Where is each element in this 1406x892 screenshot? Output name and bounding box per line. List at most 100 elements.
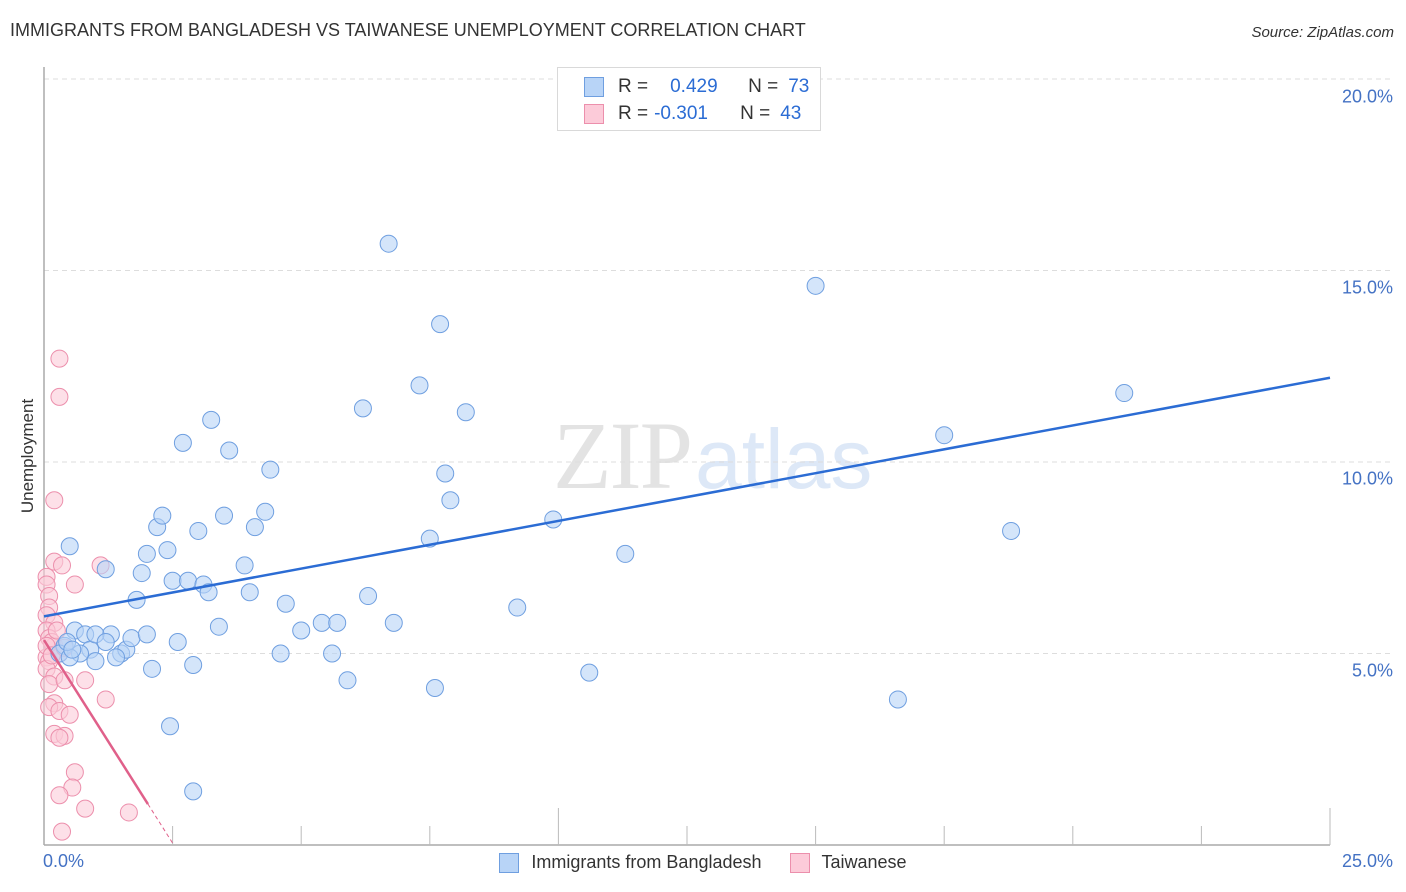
data-point-taiwanese[interactable]	[45, 491, 64, 510]
data-point-bangladesh[interactable]	[209, 617, 228, 636]
data-point-bangladesh[interactable]	[161, 717, 180, 736]
data-point-bangladesh[interactable]	[132, 564, 151, 583]
legend-swatch-blue	[499, 852, 520, 873]
data-point-bangladesh[interactable]	[220, 441, 239, 460]
data-point-bangladesh[interactable]	[179, 571, 198, 590]
data-point-bangladesh[interactable]	[436, 464, 455, 483]
source-credit: Source: ZipAtlas.com	[1251, 24, 1394, 41]
data-point-bangladesh[interactable]	[158, 541, 177, 560]
legend-row-taiwanese: R = -0.301 N = 43	[584, 102, 801, 126]
taiwanese-trend-extension	[147, 803, 174, 844]
data-point-taiwanese[interactable]	[47, 621, 66, 640]
data-point-bangladesh[interactable]	[153, 506, 172, 525]
y-tick-10: 10.0%	[1341, 468, 1393, 489]
legend-r-value: 0.429	[670, 76, 718, 97]
data-point-bangladesh[interactable]	[96, 633, 115, 652]
legend-label: Immigrants from Bangladesh	[531, 852, 762, 872]
data-point-taiwanese[interactable]	[96, 690, 115, 709]
data-point-taiwanese[interactable]	[60, 705, 79, 724]
data-point-bangladesh[interactable]	[292, 621, 311, 640]
data-point-bangladesh[interactable]	[163, 571, 182, 590]
y-tick-15: 15.0%	[1341, 277, 1393, 298]
data-point-bangladesh[interactable]	[384, 613, 403, 632]
legend-r-label: R =	[618, 76, 649, 97]
data-point-bangladesh[interactable]	[431, 315, 450, 334]
data-point-bangladesh[interactable]	[86, 652, 105, 671]
data-point-bangladesh[interactable]	[276, 594, 295, 613]
data-point-taiwanese[interactable]	[50, 786, 69, 805]
legend-n-value: 73	[788, 76, 810, 97]
data-point-taiwanese[interactable]	[40, 675, 59, 694]
data-point-bangladesh[interactable]	[215, 506, 234, 525]
data-point-taiwanese[interactable]	[50, 349, 69, 368]
data-point-bangladesh[interactable]	[888, 690, 907, 709]
bangladesh-points	[50, 234, 1134, 801]
data-point-bangladesh[interactable]	[323, 644, 342, 663]
legend-item-bangladesh[interactable]: Immigrants from Bangladesh	[499, 852, 762, 873]
data-point-bangladesh[interactable]	[184, 782, 203, 801]
data-point-bangladesh[interactable]	[261, 460, 280, 479]
data-point-bangladesh[interactable]	[338, 671, 357, 690]
series-legend: Immigrants from Bangladesh Taiwanese	[0, 852, 1406, 873]
data-point-bangladesh[interactable]	[143, 659, 162, 678]
data-point-bangladesh[interactable]	[544, 510, 563, 529]
data-point-bangladesh[interactable]	[202, 410, 221, 429]
data-point-bangladesh[interactable]	[168, 633, 187, 652]
legend-n-label: N =	[740, 103, 771, 124]
data-point-bangladesh[interactable]	[353, 399, 372, 418]
legend-swatch-blue	[584, 77, 604, 97]
trend-lines	[42, 376, 1331, 844]
data-point-bangladesh[interactable]	[184, 655, 203, 674]
data-point-bangladesh[interactable]	[616, 544, 635, 563]
legend-r-label: R =	[618, 103, 649, 124]
data-point-bangladesh[interactable]	[235, 556, 254, 575]
y-axis-label: Unemployment	[18, 398, 37, 514]
data-point-bangladesh[interactable]	[1115, 384, 1134, 403]
bangladesh-trend-line	[43, 376, 1331, 618]
data-point-bangladesh[interactable]	[312, 613, 331, 632]
data-point-taiwanese[interactable]	[50, 387, 69, 406]
legend-swatch-pink	[584, 104, 604, 124]
data-point-taiwanese[interactable]	[76, 799, 95, 818]
data-point-bangladesh[interactable]	[173, 433, 192, 452]
data-point-bangladesh[interactable]	[328, 613, 347, 632]
data-point-bangladesh[interactable]	[107, 648, 126, 667]
data-point-bangladesh[interactable]	[96, 560, 115, 579]
data-point-bangladesh[interactable]	[359, 587, 378, 606]
data-point-bangladesh[interactable]	[806, 276, 825, 295]
data-point-taiwanese[interactable]	[65, 763, 84, 782]
data-point-taiwanese[interactable]	[53, 822, 72, 841]
data-point-taiwanese[interactable]	[65, 575, 84, 594]
legend-label: Taiwanese	[821, 852, 907, 872]
data-point-bangladesh[interactable]	[63, 640, 82, 659]
data-point-bangladesh[interactable]	[456, 403, 475, 422]
data-point-bangladesh[interactable]	[122, 629, 141, 648]
legend-n-label: N =	[748, 76, 779, 97]
data-point-bangladesh[interactable]	[199, 583, 218, 602]
data-point-taiwanese[interactable]	[119, 803, 138, 822]
data-point-bangladesh[interactable]	[189, 521, 208, 540]
data-point-bangladesh[interactable]	[379, 234, 398, 253]
data-point-taiwanese[interactable]	[53, 556, 72, 575]
data-point-bangladesh[interactable]	[240, 583, 259, 602]
y-tick-5: 5.0%	[1351, 660, 1393, 681]
data-point-bangladesh[interactable]	[245, 518, 264, 537]
data-point-bangladesh[interactable]	[508, 598, 527, 617]
data-point-bangladesh[interactable]	[410, 376, 429, 395]
data-point-bangladesh[interactable]	[580, 663, 599, 682]
legend-row-bangladesh: R = 0.429 N = 73	[584, 75, 809, 99]
data-point-bangladesh[interactable]	[137, 544, 156, 563]
data-point-bangladesh[interactable]	[935, 426, 954, 445]
data-point-taiwanese[interactable]	[50, 728, 69, 747]
data-point-bangladesh[interactable]	[425, 678, 444, 697]
legend-swatch-pink	[789, 852, 810, 873]
data-point-bangladesh[interactable]	[60, 537, 79, 556]
data-point-bangladesh[interactable]	[256, 502, 275, 521]
data-point-bangladesh[interactable]	[1002, 521, 1021, 540]
data-point-taiwanese[interactable]	[76, 671, 95, 690]
data-point-bangladesh[interactable]	[271, 644, 290, 663]
data-point-bangladesh[interactable]	[137, 625, 156, 644]
legend-item-taiwanese[interactable]: Taiwanese	[789, 852, 907, 873]
data-point-bangladesh[interactable]	[441, 491, 460, 510]
